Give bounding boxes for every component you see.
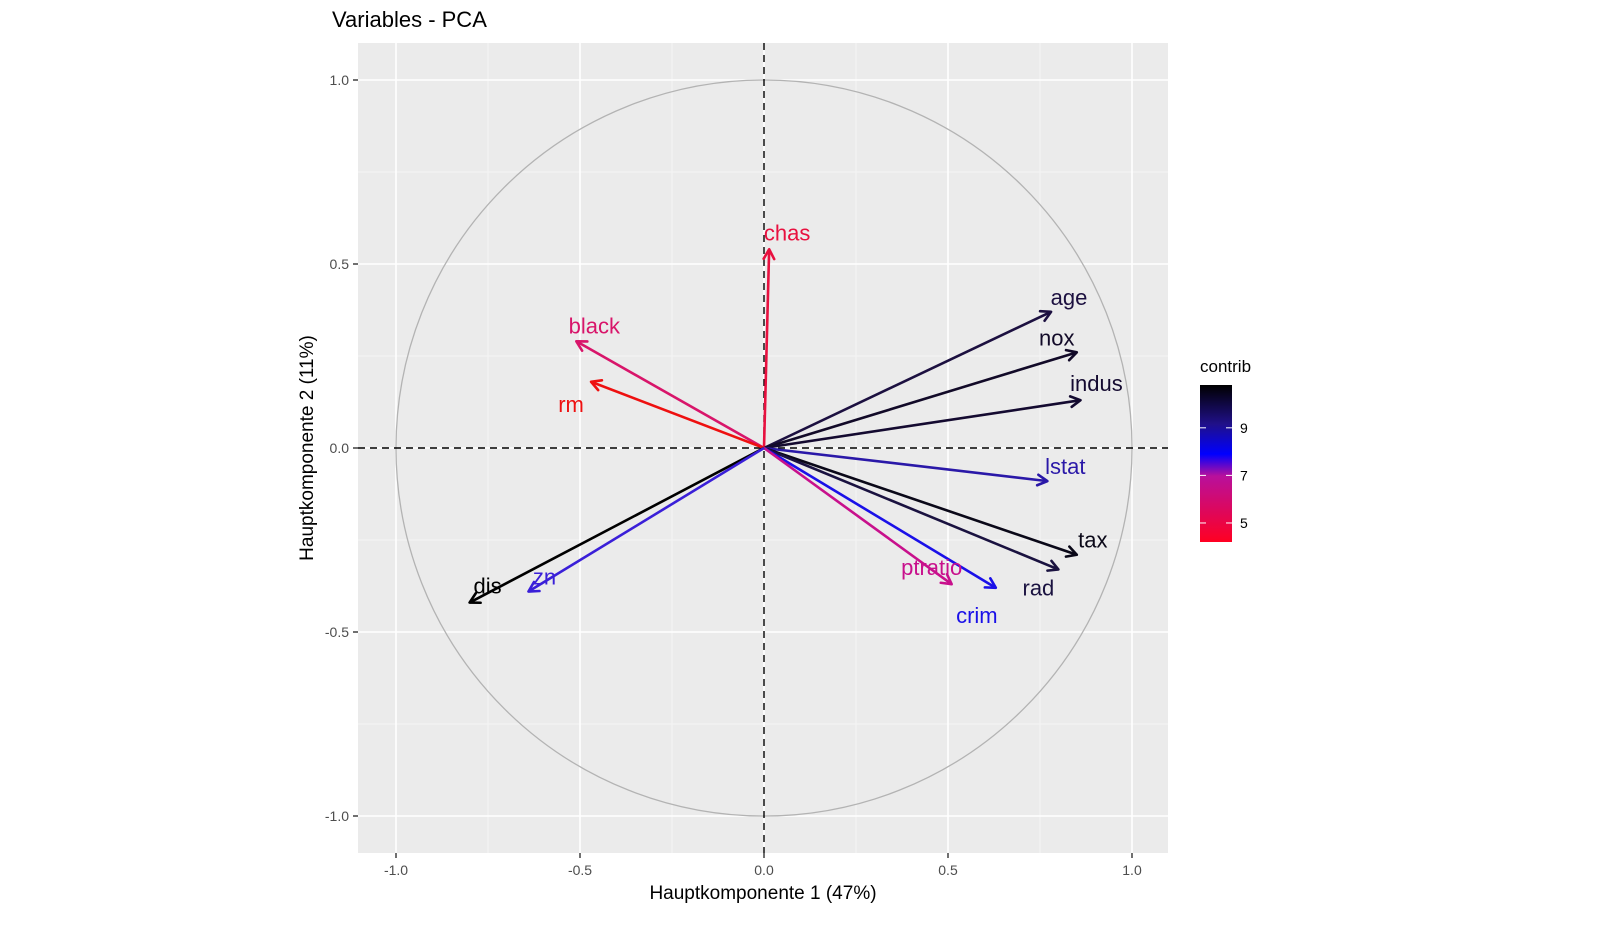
arrow-head [1038,309,1053,323]
legend-colorbar [1200,385,1232,542]
arrow-lstat [763,446,1049,487]
arrow-shaft [575,340,765,450]
label-ptratio: ptratio [901,555,962,580]
arrow-head [1064,348,1079,362]
x-tick-label: -0.5 [568,862,592,878]
arrow-shaft [762,249,771,449]
arrow-shaft [763,446,1059,571]
y-tick-label: -1.0 [325,808,349,824]
y-axis-title: Hauptkomponente 2 (11%) [297,335,318,561]
reference-lines [358,43,1168,853]
chart-title: Variables - PCA [332,7,487,32]
arrow-head [1046,559,1060,572]
arrow-rad [763,446,1060,572]
x-axis-title: Hauptkomponente 1 (47%) [649,883,876,904]
label-lstat: lstat [1045,454,1085,479]
y-axis: -1.0 -0.5 0.0 0.5 1.0 [325,72,358,824]
arrow-ptratio [763,446,953,586]
label-zn: zn [533,565,556,590]
arrow-shaft [763,351,1078,450]
arrow-head [762,247,776,261]
legend-tick-label: 7 [1240,467,1248,483]
y-tick-label: 1.0 [330,72,350,88]
label-rm: rm [558,392,584,417]
label-nox: nox [1039,325,1074,350]
x-axis: -1.0 -0.5 0.0 0.5 1.0 [384,853,1142,878]
arrow-head [983,577,998,590]
label-indus: indus [1070,371,1123,396]
variable-arrows [468,247,1082,605]
label-rad: rad [1023,575,1055,600]
arrow-chas [762,247,776,449]
x-tick-label: 1.0 [1122,862,1142,878]
arrow-head [1064,545,1079,558]
arrow-head [468,592,482,605]
label-black: black [569,313,621,338]
arrow-shaft [590,380,765,450]
y-tick-label: -0.5 [325,624,349,640]
arrow-tax [763,446,1079,558]
x-tick-label: -1.0 [384,862,408,878]
arrow-dis [468,446,765,605]
arrow-shaft [763,446,1048,483]
label-crim: crim [956,603,998,628]
arrow-crim [763,446,998,590]
label-dis: dis [474,574,502,599]
arrow-shaft [527,446,765,593]
arrow-zn [527,446,765,593]
x-tick-label: 0.5 [938,862,958,878]
arrow-shaft [763,310,1052,450]
arrow-head [1068,395,1082,409]
arrow-shaft [763,398,1081,450]
legend-tick-label: 9 [1240,420,1248,436]
arrow-head [1035,473,1049,487]
arrow-head [939,572,953,586]
label-tax: tax [1078,528,1107,553]
legend: contrib 5 7 9 [1200,357,1251,542]
arrow-rm [589,378,765,450]
arrow-age [763,309,1053,450]
arrow-head [589,378,604,392]
label-age: age [1051,285,1088,310]
arrow-black [575,339,765,450]
arrow-shaft [763,446,1078,556]
arrow-head [527,580,541,593]
legend-tick-label: 5 [1240,515,1248,531]
label-chas: chas [764,220,810,245]
y-tick-label: 0.0 [330,440,350,456]
arrow-shaft [763,446,953,586]
arrow-shaft [468,446,765,604]
arrow-indus [763,395,1082,450]
arrow-head [575,339,589,352]
x-tick-label: 0.0 [754,862,774,878]
arrow-nox [763,348,1079,450]
y-tick-label: 0.5 [330,256,350,272]
arrow-shaft [763,446,997,589]
legend-title: contrib [1200,357,1251,376]
